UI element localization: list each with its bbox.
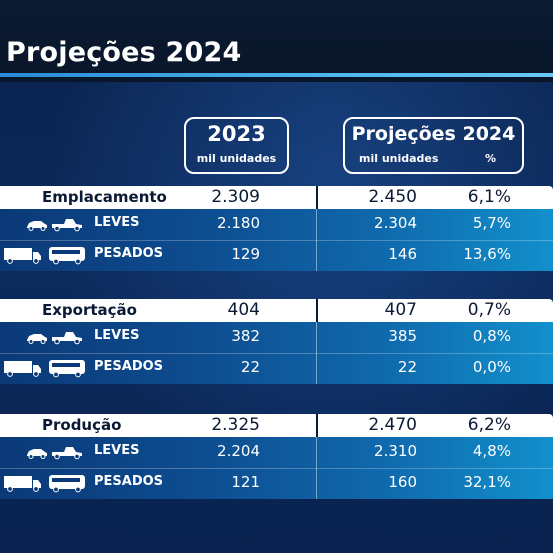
section-value-2023: 404 (227, 300, 260, 320)
row-value-percent: 0,0% (472, 358, 511, 376)
column-divider (316, 209, 317, 271)
table-row: LEVES 2.180 2.304 5,7% (0, 209, 553, 239)
row-value-projecao: 146 (388, 245, 417, 263)
column-label-projecoes: Projeções 2024 (351, 123, 516, 145)
page-title: Projeções 2024 (6, 37, 242, 68)
section-body: LEVES 2.204 2.310 4,8% PESADOS 121 160 3… (0, 437, 553, 499)
column-year-2023: 2023 (207, 122, 266, 146)
row-value-2023: 2.204 (217, 442, 260, 460)
section-value-projecao: 407 (384, 300, 417, 320)
section-header: Produção 2.325 2.470 6,2% (0, 414, 553, 437)
row-value-projecao: 385 (388, 327, 417, 345)
section-value-2023: 2.309 (211, 187, 260, 207)
row-value-projecao: 2.310 (374, 442, 417, 460)
table-row: LEVES 2.204 2.310 4,8% (0, 437, 553, 467)
row-label-pesados: PESADOS (94, 474, 164, 489)
section-header: Emplacamento 2.309 2.450 6,1% (0, 186, 553, 209)
title-bar: Projeções 2024 (0, 0, 553, 82)
section-value-percent: 6,1% (467, 187, 511, 207)
row-value-percent: 32,1% (463, 473, 511, 491)
section-body: LEVES 382 385 0,8% PESADOS 22 22 0,0% (0, 322, 553, 384)
row-separator (0, 240, 553, 241)
column-divider (316, 299, 318, 322)
section-body: LEVES 2.180 2.304 5,7% PESADOS 129 146 1… (0, 209, 553, 271)
row-value-percent: 5,7% (472, 214, 511, 232)
column-divider (316, 322, 317, 384)
section-label: Emplacamento (42, 188, 167, 206)
title-underline (0, 73, 553, 77)
row-value-2023: 2.180 (217, 214, 260, 232)
row-value-percent: 0,8% (472, 327, 511, 345)
section-label: Produção (42, 416, 122, 434)
section-value-projecao: 2.470 (368, 415, 417, 435)
truck-bus-icon (4, 247, 85, 265)
row-value-projecao: 2.304 (374, 214, 417, 232)
section-value-2023: 2.325 (211, 415, 260, 435)
truck-bus-icon (4, 360, 85, 378)
table-row: PESADOS 129 146 13,6% (0, 240, 553, 270)
row-value-2023: 22 (240, 358, 260, 376)
row-label-pesados: PESADOS (94, 359, 164, 374)
column-divider (316, 186, 318, 209)
row-value-2023: 121 (231, 473, 260, 491)
table-row: PESADOS 22 22 0,0% (0, 353, 553, 383)
row-separator (0, 353, 553, 354)
table-row: PESADOS 121 160 32,1% (0, 468, 553, 498)
row-value-projecao: 160 (388, 473, 417, 491)
column-header-2023: 2023 mil unidades (184, 117, 289, 174)
section-label: Exportação (42, 301, 137, 319)
car-pickup-icon (27, 447, 82, 460)
row-separator (0, 468, 553, 469)
row-label-leves: LEVES (94, 328, 140, 343)
column-divider (316, 414, 318, 437)
column-divider (316, 437, 317, 499)
column-unit-projecoes: mil unidades (359, 152, 439, 165)
column-percent-label: % (485, 152, 497, 165)
section-value-percent: 6,2% (467, 415, 511, 435)
row-label-pesados: PESADOS (94, 246, 164, 261)
row-value-percent: 13,6% (463, 245, 511, 263)
row-value-2023: 382 (231, 327, 260, 345)
car-pickup-icon (27, 332, 82, 345)
row-label-leves: LEVES (94, 443, 140, 458)
row-value-projecao: 22 (397, 358, 417, 376)
section-header: Exportação 404 407 0,7% (0, 299, 553, 322)
row-label-leves: LEVES (94, 215, 140, 230)
row-value-percent: 4,8% (472, 442, 511, 460)
column-unit-2023: mil unidades (196, 152, 277, 165)
car-pickup-icon (27, 219, 82, 232)
section-value-percent: 0,7% (467, 300, 511, 320)
table-row: LEVES 382 385 0,8% (0, 322, 553, 352)
truck-bus-icon (4, 475, 85, 493)
column-header-projecoes: Projeções 2024 mil unidades % (343, 117, 524, 174)
section-value-projecao: 2.450 (368, 187, 417, 207)
row-value-2023: 129 (231, 245, 260, 263)
